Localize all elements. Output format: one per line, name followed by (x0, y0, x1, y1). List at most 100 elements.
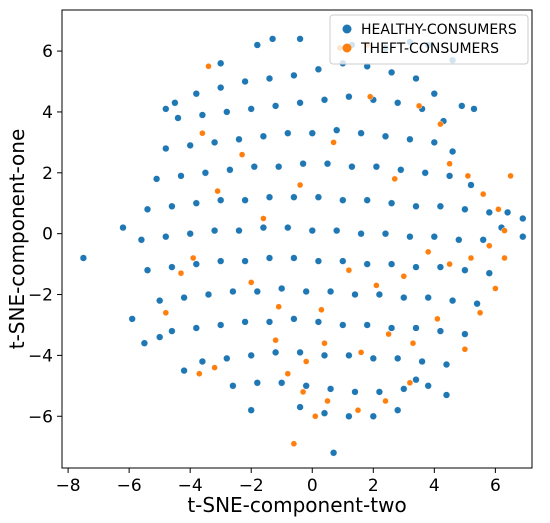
healthy-consumer-point (314, 193, 323, 201)
theft-consumer-point (406, 379, 414, 386)
healthy-consumer-point (458, 102, 466, 110)
theft-consumer-point (354, 407, 362, 414)
healthy-consumer-point (241, 257, 249, 265)
healthy-consumer-point (174, 114, 182, 122)
healthy-consumer-point (296, 35, 304, 43)
x-tick-label: 4 (429, 476, 440, 496)
healthy-consumer-point (333, 126, 341, 134)
healthy-consumer-point (247, 406, 255, 414)
healthy-consumer-point (339, 321, 347, 329)
theft-consumer-point (400, 273, 407, 280)
healthy-consumer-point (461, 266, 469, 274)
healthy-consumer-point (253, 379, 261, 387)
theft-consumer-point (321, 340, 328, 347)
healthy-consumer-point (369, 412, 377, 420)
x-tick-label: 2 (368, 476, 379, 496)
healthy-consumer-point (156, 333, 164, 341)
healthy-consumer-point (217, 83, 225, 92)
healthy-consumer-point (290, 315, 298, 323)
healthy-consumer-point (430, 90, 438, 98)
healthy-consumer-point (168, 327, 176, 335)
healthy-consumer-point (339, 257, 347, 265)
healthy-consumer-point (198, 357, 207, 366)
healthy-consumer-point (323, 160, 332, 168)
healthy-consumer-point (302, 287, 310, 296)
theft-consumer-point (425, 248, 432, 256)
healthy-consumer-point (412, 263, 420, 271)
theft-consumer-point (476, 309, 484, 316)
healthy-consumer-point (369, 354, 377, 363)
theft-consumer-point (415, 102, 423, 110)
healthy-consumer-point (333, 227, 341, 235)
x-tick-label: −6 (117, 476, 142, 496)
healthy-consumer-point (375, 290, 384, 299)
healthy-consumer-point (235, 227, 243, 235)
healthy-consumer-point (330, 449, 338, 457)
healthy-consumer-point (128, 315, 136, 323)
healthy-consumer-point (186, 141, 194, 150)
healthy-consumer-point (363, 321, 371, 329)
healthy-consumer-point (327, 287, 335, 296)
healthy-consumer-point (223, 108, 231, 116)
theft-consumer-point (446, 260, 453, 268)
theft-consumer-point (272, 337, 279, 344)
healthy-consumer-point (265, 74, 274, 83)
healthy-consumer-point (397, 166, 405, 174)
healthy-consumer-point (339, 196, 347, 204)
healthy-consumer-point (272, 102, 280, 110)
healthy-consumer-point (272, 348, 280, 357)
healthy-consumer-point (247, 351, 255, 360)
x-tick-label: −2 (239, 476, 264, 496)
healthy-consumer-point (461, 205, 469, 213)
healthy-consumer-point (229, 287, 237, 296)
theft-consumer-point (238, 151, 246, 158)
healthy-consumer-point (211, 138, 219, 147)
healthy-consumer-point (180, 294, 188, 302)
healthy-consumer-point (519, 233, 527, 241)
healthy-consumer-point (137, 236, 146, 244)
healthy-consumer-point (485, 208, 493, 217)
x-tick-label: −8 (56, 476, 81, 496)
y-tick-label: −4 (28, 346, 53, 366)
theft-consumer-point (367, 93, 374, 100)
theft-consumer-point (385, 330, 392, 338)
healthy-consumer-point (217, 196, 225, 204)
healthy-consumer-point (290, 254, 298, 262)
healthy-consumer-point (351, 290, 359, 299)
healthy-consumer-point (177, 172, 185, 180)
theft-consumer-point (211, 364, 218, 371)
healthy-consumer-point (201, 169, 210, 177)
healthy-consumer-point (412, 202, 420, 210)
healthy-consumer-point (168, 202, 176, 210)
theft-consumer-point (199, 129, 206, 137)
healthy-consumer-point (296, 403, 304, 411)
healthy-consumer-point (406, 135, 414, 143)
healthy-consumer-point (290, 71, 298, 80)
theft-consumer-point (290, 440, 298, 447)
healthy-consumer-point (192, 199, 200, 207)
healthy-consumer-point (461, 330, 469, 338)
healthy-consumer-point (473, 300, 481, 308)
y-tick-label: 4 (42, 103, 53, 123)
healthy-consumer-point (299, 160, 307, 168)
healthy-consumer-point (269, 35, 277, 43)
healthy-consumer-point (394, 99, 402, 107)
y-tick-label: 6 (42, 42, 53, 62)
healthy-consumer-point (375, 388, 384, 396)
theft-consumer-point (434, 315, 441, 323)
theft-consumer-point (162, 309, 170, 316)
theft-consumer-point (260, 215, 267, 222)
theft-consumer-point (247, 279, 255, 286)
y-tick-label: 2 (42, 164, 53, 184)
healthy-consumer-point (357, 230, 365, 238)
legend-label-theft: THEFT-CONSUMERS (360, 41, 499, 57)
healthy-consumer-point (235, 135, 243, 143)
healthy-consumer-point (308, 227, 316, 235)
healthy-consumer-point (345, 351, 353, 360)
healthy-consumer-point (143, 266, 152, 274)
healthy-consumer-point (455, 236, 463, 244)
theft-consumer-point (446, 160, 453, 167)
healthy-consumer-point (217, 257, 225, 265)
theft-consumer-point (501, 227, 508, 234)
